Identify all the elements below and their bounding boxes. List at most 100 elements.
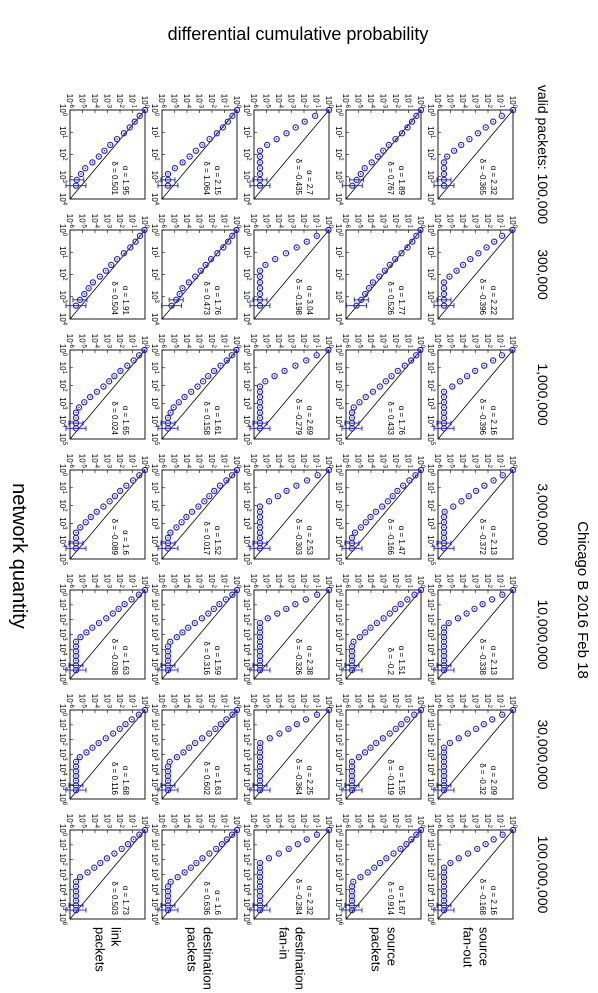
data-point (262, 261, 269, 269)
x-tick-label: 100 (334, 464, 343, 477)
y-tick-label: 10-1 (404, 94, 413, 109)
data-point (383, 855, 390, 862)
delta-label: δ = -0.038 (110, 639, 119, 676)
y-tick-label: 10-3 (379, 454, 388, 469)
data-point (373, 619, 381, 627)
y-tick-label: 10-5 (78, 214, 87, 229)
data-point (454, 615, 462, 622)
panel: 100 101 102 103 104 105 10-6 10-510-4 10-310-2 10… (58, 454, 149, 566)
fit-line (253, 709, 330, 800)
data-point (264, 615, 271, 622)
y-tick-label: 10-1 (220, 334, 229, 349)
data-point (499, 831, 506, 838)
x-tick-label: 106 (150, 913, 159, 926)
x-tick-label: 105 (242, 433, 251, 446)
panel: 10010110210310410-610-510-410-310-210-11… (150, 94, 241, 206)
data-point (179, 629, 186, 636)
data-point (481, 362, 488, 369)
data-point (362, 393, 369, 401)
data-point (364, 869, 371, 876)
y-tick-label: 10-4 (182, 94, 191, 109)
y-tick-label: 100 (416, 456, 425, 469)
data-point (218, 840, 226, 848)
panel: 10010110210310410510610-610-510-410-310-… (58, 694, 149, 806)
data-point (489, 716, 496, 723)
data-point (293, 720, 300, 728)
x-tick-label: 105 (150, 658, 159, 671)
x-tick-label: 100 (334, 824, 343, 837)
x-tick-label: 106 (150, 793, 159, 806)
panel: 100 101 102 103 104 105 10-6 10-510-4 10-310-2 10… (58, 334, 149, 446)
data-point (357, 873, 364, 881)
y-tick-label: 100 (416, 96, 425, 109)
x-tick-label: 102 (242, 854, 251, 867)
x-tick-label: 103 (334, 868, 343, 881)
y-tick-label: 10-3 (195, 454, 204, 469)
data-point (93, 388, 101, 395)
y-tick-label: 10-5 (170, 574, 179, 589)
data-point (458, 141, 465, 149)
panel: 100 101 102 103 104 105 10-6 10-510-4 10-310-2 10… (242, 334, 333, 446)
data-point (490, 836, 497, 843)
y-tick-label: 10-1 (404, 334, 413, 349)
y-tick-label: 10-3 (103, 814, 112, 829)
data-point (509, 346, 516, 354)
data-point (373, 739, 380, 747)
column-title: 100,000,000 (535, 836, 551, 914)
data-point (483, 244, 490, 251)
y-tick-label: 10-6 (341, 694, 350, 709)
data-point (303, 238, 310, 245)
panel: 10010110210310410510610-610-510-410-310-… (58, 574, 149, 686)
data-point (219, 124, 227, 131)
y-tick-label: 100 (324, 456, 333, 469)
y-tick-label: 10-2 (207, 814, 216, 829)
x-tick-label: 103 (150, 628, 159, 641)
y-tick-label: 10-4 (366, 814, 375, 829)
x-tick-label: 101 (334, 482, 343, 495)
x-tick-label: 103 (334, 171, 343, 184)
data-point (188, 388, 195, 395)
data-point (191, 619, 198, 627)
data-point (446, 739, 454, 747)
data-point (386, 610, 393, 617)
x-tick-label: 100 (334, 104, 343, 117)
data-point (93, 508, 100, 515)
panel: 100 101 102 103 104 105 10-6 10-510-4 10-310-2 10… (150, 334, 241, 446)
data-point (180, 749, 187, 756)
y-tick-label: 10-4 (182, 214, 191, 229)
y-tick-label: 10-5 (354, 454, 363, 469)
data-point (465, 492, 472, 500)
x-tick-label: 103 (150, 748, 159, 761)
y-tick-label: 10-6 (157, 574, 166, 589)
panel: 10010110210310410510610-610-510-410-310-… (426, 694, 517, 806)
data-point (170, 404, 177, 411)
y-tick-label: 10-5 (262, 334, 271, 349)
y-tick-label: 10-1 (404, 454, 413, 469)
x-tick-label: 104 (242, 535, 251, 548)
data-point (175, 399, 182, 406)
data-point (141, 706, 149, 714)
data-point (199, 378, 207, 385)
data-point (228, 831, 236, 838)
data-point (223, 716, 230, 723)
x-tick-label: 105 (58, 778, 67, 791)
row-label: destinationpackets (185, 927, 216, 990)
y-tick-label: 10-2 (299, 94, 308, 109)
x-tick-label: 101 (242, 599, 251, 612)
data-point (488, 596, 496, 603)
x-tick-label: 103 (150, 171, 159, 184)
x-tick-label: 104 (426, 643, 435, 656)
data-point (376, 273, 383, 280)
x-tick-label: 104 (426, 415, 435, 428)
y-tick-label: 10-3 (103, 694, 112, 709)
data-point (303, 477, 311, 484)
panel: 10010110210310410510610-610-510-410-310-… (334, 694, 425, 806)
delta-label: δ = 0.602 (202, 761, 211, 795)
x-tick-label: 105 (150, 898, 159, 911)
data-point (76, 753, 83, 761)
y-tick-label: 10-4 (274, 814, 283, 829)
data-point (408, 118, 416, 125)
x-tick-label: 104 (242, 313, 251, 326)
y-tick-label: 10-3 (195, 814, 204, 829)
y-tick-label: 10-5 (262, 454, 271, 469)
